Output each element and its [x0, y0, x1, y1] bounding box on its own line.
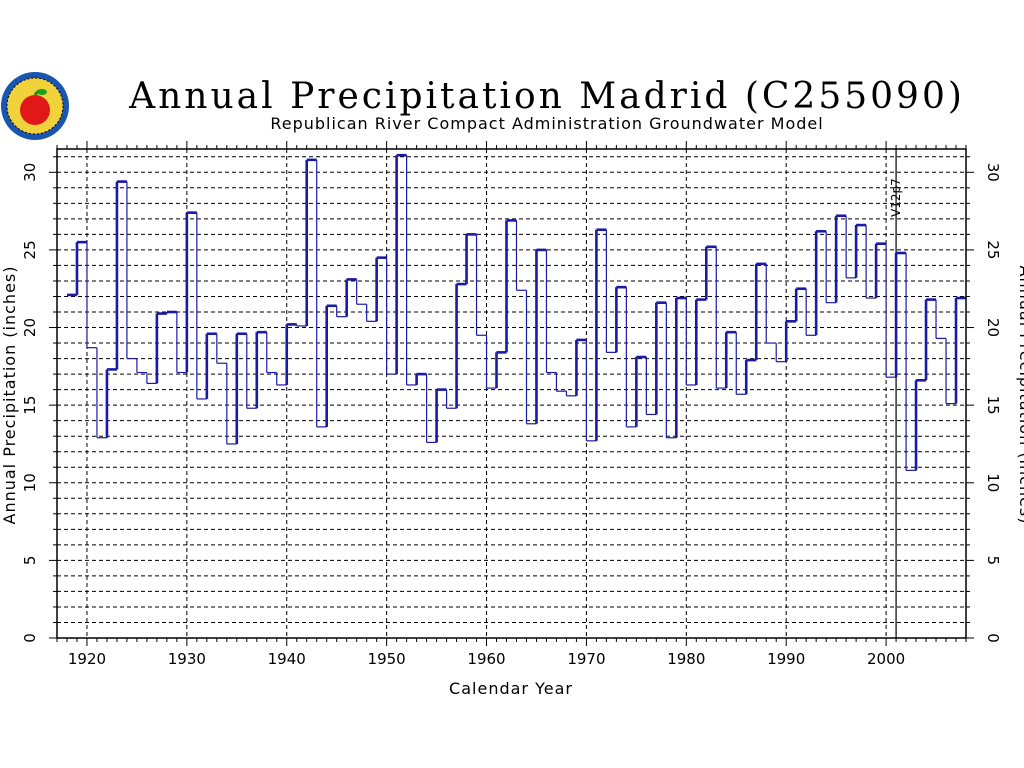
- seal-logo: [1, 72, 69, 140]
- x-tick-label: 1940: [268, 650, 306, 668]
- grid-lines: [57, 149, 966, 638]
- x-tick-label: 1990: [767, 650, 805, 668]
- y-tick-label-left: 0: [21, 633, 39, 643]
- x-tick-label: 2000: [867, 650, 905, 668]
- chart-subtitle: Republican River Compact Administration …: [270, 114, 823, 133]
- y-tick-label-right: 25: [984, 240, 1002, 259]
- y-tick-label-right: 15: [984, 396, 1002, 415]
- precipitation-series: [66, 153, 966, 471]
- x-tick-label: 1930: [168, 650, 206, 668]
- y-tick-label-left: 20: [21, 318, 39, 337]
- y-tick-label-left: 25: [21, 240, 39, 259]
- reference-marker: V12p7: [889, 149, 903, 638]
- y-tick-label-right: 10: [984, 473, 1002, 492]
- y-tick-label-right: 30: [984, 163, 1002, 182]
- plot-frame: [56, 148, 967, 639]
- y-tick-label-left: 15: [21, 396, 39, 415]
- y-tick-label-right: 5: [984, 556, 1002, 566]
- x-tick-label: 1980: [667, 650, 705, 668]
- marker-label: V12p7: [889, 178, 903, 217]
- y-axis-label-right: Annual Precipitation (inches): [1016, 266, 1024, 525]
- x-axis-label: Calendar Year: [449, 679, 573, 698]
- tick-labels: 1920 1930 1940 1950 1960 1970 1980 1990 2000 0 0 5 5…: [21, 163, 1002, 668]
- x-tick-label: 1950: [368, 650, 406, 668]
- x-tick-label: 1960: [467, 650, 505, 668]
- x-tick-label: 1970: [567, 650, 605, 668]
- y-tick-label-left: 5: [21, 556, 39, 566]
- y-tick-label-right: 0: [984, 633, 1002, 643]
- y-axis-label-left: Annual Precipitation (inches): [0, 266, 19, 525]
- apple-icon: [20, 95, 50, 125]
- x-tick-label: 1920: [68, 650, 106, 668]
- y-tick-label-left: 10: [21, 473, 39, 492]
- chart-title: Annual Precipitation Madrid (C255090): [128, 76, 965, 117]
- y-tick-label-right: 20: [984, 318, 1002, 337]
- y-tick-label-left: 30: [21, 163, 39, 182]
